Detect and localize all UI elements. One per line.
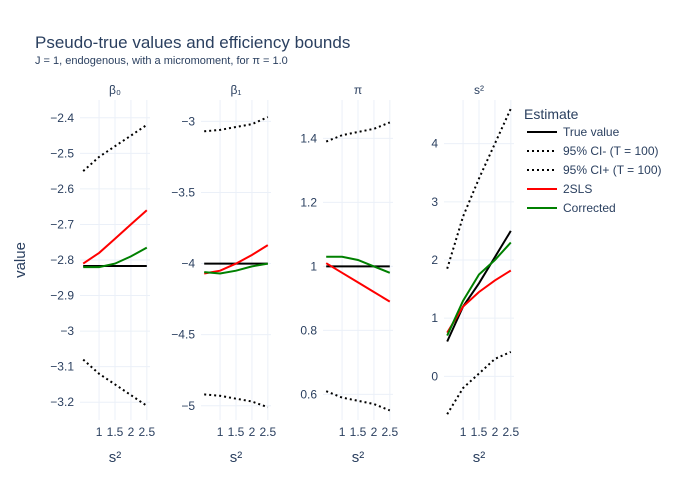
panel-title: s² <box>474 83 484 97</box>
series-line-corrected <box>204 262 268 275</box>
x-tick-label: 2 <box>128 425 135 439</box>
series-line-95-ci-t-100 <box>325 121 391 143</box>
y-axis-label: value <box>12 242 29 278</box>
series-line-95-ci-t-100 <box>325 390 391 412</box>
series-line-2sls <box>82 209 148 265</box>
series-line-95-ci-t-100 <box>446 350 512 415</box>
series-line-95-ci-t-100 <box>82 124 148 172</box>
legend-label: Corrected <box>563 201 616 215</box>
series-line-95-ci-t-100 <box>82 358 148 407</box>
y-tick-label: 3 <box>431 195 438 209</box>
y-tick-label: 4 <box>431 137 438 151</box>
x-tick-label: 2 <box>371 425 378 439</box>
x-tick-label: 1 <box>339 425 346 439</box>
x-tick-label: 2.5 <box>259 425 276 439</box>
series-line-2sls <box>204 244 269 275</box>
legend-label: True value <box>563 125 620 139</box>
x-tick-label: 1.5 <box>471 425 488 439</box>
panel-1: β₀ −2.4 −2.5 −2.6 −2.7 −2.8 −2.9 −3 −3.1 −3.2 1 1.5… <box>50 83 155 466</box>
x-tick-label: 1.5 <box>107 425 124 439</box>
series-line-95-ci-t-100 <box>204 116 269 133</box>
x-tick-label: 1 <box>460 425 467 439</box>
panel-title: π <box>354 83 362 97</box>
y-tick-label: 1.2 <box>300 195 317 209</box>
x-tick-label: 2.5 <box>502 425 519 439</box>
legend-item-2sls[interactable]: 2SLS <box>527 182 592 196</box>
x-tick-label: 1 <box>217 425 224 439</box>
y-tick-label: −3 <box>60 324 74 338</box>
y-tick-label: −5 <box>181 399 195 413</box>
x-axis-title: s² <box>230 449 243 466</box>
series-line-2sls <box>446 269 512 334</box>
y-tick-label: 2 <box>431 253 438 267</box>
y-tick-label: −3.5 <box>171 185 195 199</box>
x-axis-title: s² <box>109 449 122 466</box>
legend-item-95-ci-t-100[interactable]: 95% CI+ (T = 100) <box>527 163 662 177</box>
y-tick-label: −2.5 <box>50 146 74 160</box>
y-tick-label: −3.2 <box>50 395 74 409</box>
x-tick-label: 2 <box>492 425 499 439</box>
y-tick-label: 0 <box>431 369 438 383</box>
x-axis-title: s² <box>473 449 486 466</box>
series-line-2sls <box>325 262 391 303</box>
legend-label: 95% CI+ (T = 100) <box>563 163 662 177</box>
y-tick-label: 1 <box>431 311 438 325</box>
panel-title: β₁ <box>231 83 242 97</box>
legend-label: 95% CI- (T = 100) <box>563 144 658 158</box>
panel-2: β₁ −3 −3.5 −4 −4.5 −5 1 1.5 2 2.5 s² <box>171 83 276 466</box>
chart-subtitle: J = 1, endogenous, with a micromoment, f… <box>35 55 288 67</box>
y-tick-label: −2.9 <box>50 289 74 303</box>
y-tick-label: −4 <box>181 257 195 271</box>
series-line-95-ci-t-100 <box>446 108 512 269</box>
panel-3: π 1.4 1.2 1 0.8 0.6 1 1.5 2 2.5 s² <box>300 83 398 466</box>
chart-panels: β₀ −2.4 −2.5 −2.6 −2.7 −2.8 −2.9 −3 −3.1 −3.2 1 1.5… <box>50 83 519 466</box>
legend: Estimate True value 95% CI- (T = 100) 95% … <box>524 106 662 215</box>
y-tick-label: −2.8 <box>50 253 74 267</box>
x-tick-label: 2.5 <box>138 425 155 439</box>
y-tick-label: −2.6 <box>50 182 74 196</box>
y-tick-label: −4.5 <box>171 328 195 342</box>
legend-item-corrected[interactable]: Corrected <box>527 201 616 215</box>
legend-item-true-value[interactable]: True value <box>527 125 620 139</box>
y-tick-label: 1.4 <box>300 131 317 145</box>
y-tick-label: −3.1 <box>50 360 74 374</box>
series-line-corrected <box>326 255 391 274</box>
y-tick-label: −3 <box>181 114 195 128</box>
y-tick-label: 0.6 <box>300 387 317 401</box>
y-tick-label: −2.7 <box>50 217 74 231</box>
series-line-true-value <box>446 230 512 342</box>
y-tick-label: −2.4 <box>50 111 74 125</box>
series-line-corrected <box>83 246 148 269</box>
legend-item-95-ci-t-100[interactable]: 95% CI- (T = 100) <box>527 144 658 158</box>
panel-title: β₀ <box>109 83 121 97</box>
legend-label: 2SLS <box>563 182 592 196</box>
x-tick-label: 1.5 <box>228 425 245 439</box>
series-line-95-ci-t-100 <box>204 393 269 409</box>
x-tick-label: 2 <box>249 425 256 439</box>
chart-title: Pseudo-true values and efficiency bounds <box>35 33 351 52</box>
x-axis-title: s² <box>352 449 365 466</box>
y-tick-label: 0.8 <box>300 323 317 337</box>
series-line-corrected <box>446 241 512 337</box>
y-tick-label: 1 <box>310 259 317 273</box>
x-tick-label: 1.5 <box>350 425 367 439</box>
x-tick-label: 2.5 <box>381 425 398 439</box>
legend-title: Estimate <box>524 106 579 122</box>
x-tick-label: 1 <box>96 425 103 439</box>
